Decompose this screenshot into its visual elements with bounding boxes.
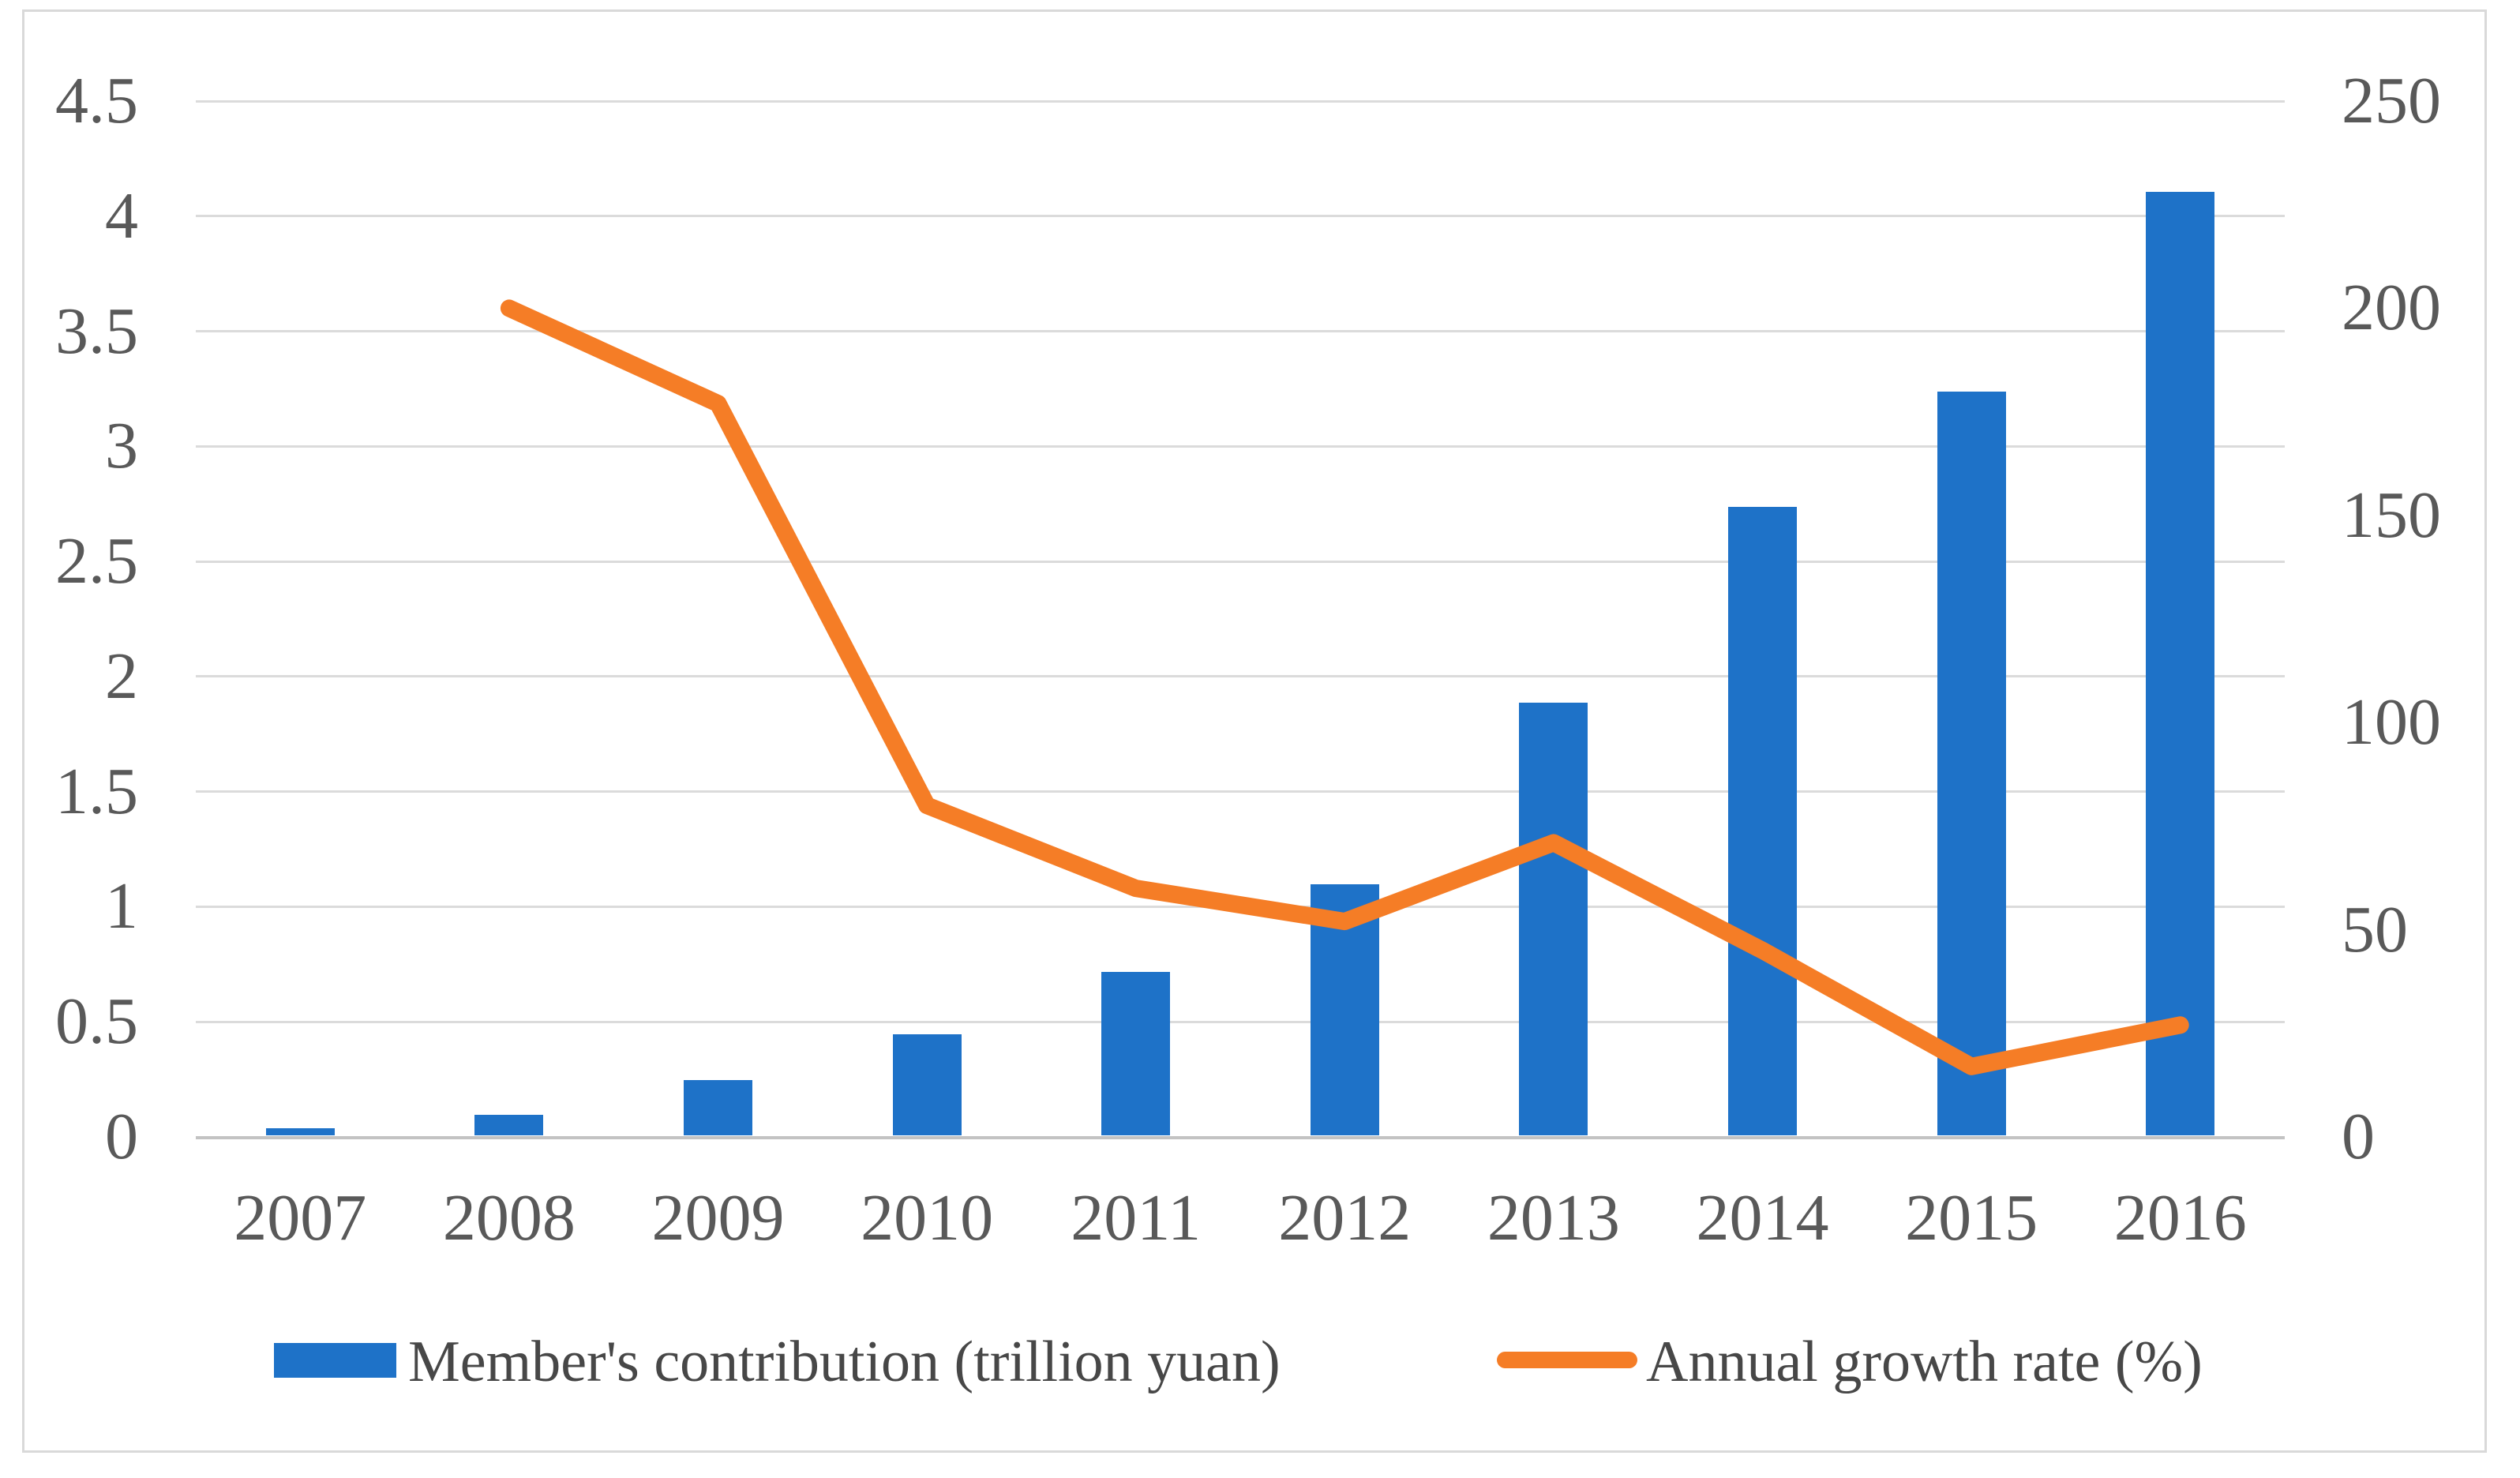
contribution-bar: [474, 1114, 544, 1135]
chart-plot-area: [196, 99, 2285, 1139]
x-axis-tick-label: 2013: [1487, 1181, 1620, 1255]
right-axis-tick-label: 50: [2342, 892, 2408, 966]
growth-rate-line-layer: [500, 299, 2189, 1075]
y-axis-tick-label: 3: [105, 409, 138, 483]
gridline: [196, 790, 2285, 793]
y-axis-tick-label: 3.5: [55, 294, 138, 368]
y-axis-tick-label: 1.5: [55, 754, 138, 828]
contribution-bar: [1519, 702, 1588, 1135]
gridline: [196, 675, 2285, 678]
x-axis-tick-label: 2012: [1278, 1181, 1412, 1255]
contribution-bar: [892, 1033, 962, 1135]
figure-border: [22, 9, 2487, 1453]
gridline: [196, 215, 2285, 218]
x-axis-tick-label: 2008: [442, 1181, 576, 1255]
right-axis-tick-label: 0: [2342, 1100, 2375, 1173]
right-axis-tick-label: 100: [2342, 685, 2441, 760]
growth-rate-line: [500, 299, 2189, 1075]
x-axis-tick-label: 2016: [2113, 1181, 2247, 1255]
y-axis-tick-label: 4: [105, 178, 138, 253]
y-axis-tick-label: 4.5: [55, 64, 138, 137]
right-axis-tick-label: 150: [2342, 478, 2441, 552]
x-axis-tick-label: 2014: [1696, 1181, 1829, 1255]
y-axis-tick-label: 1: [105, 869, 138, 943]
gridline: [196, 445, 2285, 448]
y-axis-tick-label: 0.5: [55, 985, 138, 1059]
y-axis-tick-label: 2: [105, 639, 138, 713]
x-axis-tick-label: 2015: [1905, 1181, 2038, 1255]
x-axis-tick-label: 2007: [234, 1181, 367, 1255]
gridline: [196, 1020, 2285, 1023]
x-axis-tick-label: 2011: [1071, 1181, 1202, 1255]
x-axis-tick-label: 2009: [651, 1181, 785, 1255]
y-axis-tick-label: 0: [105, 1100, 138, 1173]
y-axis-tick-label: 2.5: [55, 524, 138, 598]
x-axis-line: [196, 1135, 2285, 1139]
contribution-bar: [684, 1080, 752, 1135]
contribution-bar: [1937, 392, 2006, 1135]
contribution-bar: [2146, 191, 2215, 1135]
contribution-bar: [1101, 971, 1171, 1135]
right-axis-tick-label: 200: [2342, 271, 2441, 345]
contribution-bar: [1728, 507, 1797, 1135]
gridline: [196, 330, 2285, 333]
x-axis-tick-label: 2010: [861, 1181, 994, 1255]
right-axis-tick-label: 250: [2342, 64, 2441, 137]
gridline: [196, 560, 2285, 563]
contribution-bar: [265, 1128, 335, 1135]
gridline: [196, 99, 2285, 103]
